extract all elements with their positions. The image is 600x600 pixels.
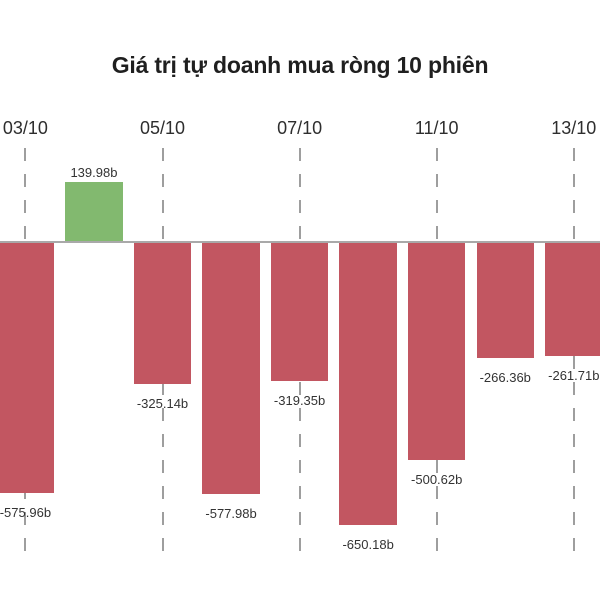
- bar-value-label: -577.98b: [205, 505, 257, 521]
- x-axis-tick-label: 03/10: [2, 118, 48, 138]
- bar-value-label: 139.98b: [70, 164, 118, 180]
- bar-value-label: -319.35b: [273, 393, 326, 409]
- x-axis-tick-label: 11/10: [414, 118, 459, 138]
- bar: [202, 242, 260, 494]
- bar: [65, 181, 123, 243]
- bar-value-label: -261.71b: [548, 368, 600, 384]
- bar-value-label: -650.18b: [342, 537, 394, 552]
- x-axis-tick-label: 13/10: [551, 118, 597, 138]
- zero-axis-line: [0, 241, 600, 243]
- chart-title: Giá trị tự doanh mua ròng 10 phiên: [111, 52, 489, 78]
- bar: [0, 242, 55, 493]
- bar: [270, 242, 329, 382]
- bar-value-label: -575.96b: [0, 504, 52, 520]
- x-axis-tick-label: 05/10: [139, 118, 186, 138]
- bar-value-label: -500.62b: [411, 472, 463, 488]
- bar: [407, 242, 466, 461]
- bar-value-label: -266.36b: [479, 370, 531, 386]
- bar: [339, 242, 397, 525]
- bar-value-label: -325.14b: [136, 395, 189, 411]
- x-axis-tick-label: 07/10: [277, 118, 323, 138]
- bar: [133, 242, 192, 384]
- bar: [545, 242, 600, 357]
- bar: [476, 242, 534, 359]
